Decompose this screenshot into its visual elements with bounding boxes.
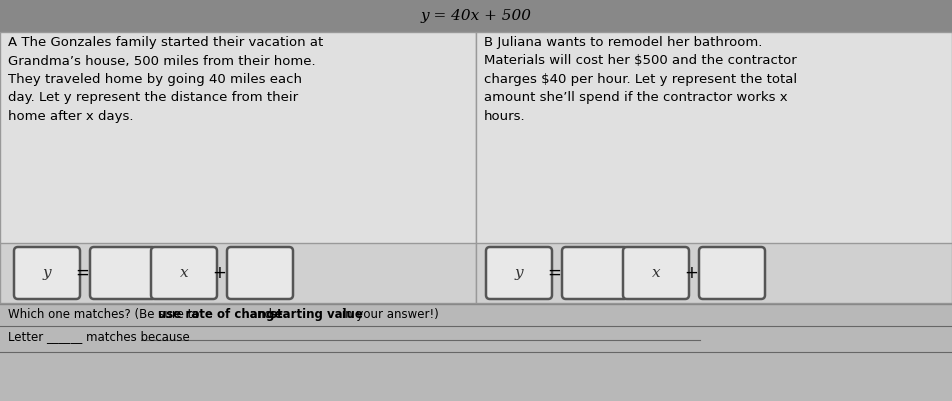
Text: y: y <box>515 266 524 280</box>
FancyBboxPatch shape <box>623 247 689 299</box>
Text: B Juliana wants to remodel her bathroom.
Materials will cost her $500 and the co: B Juliana wants to remodel her bathroom.… <box>484 36 797 123</box>
FancyBboxPatch shape <box>14 247 80 299</box>
Text: +: + <box>684 264 698 282</box>
FancyBboxPatch shape <box>699 247 765 299</box>
Text: x: x <box>652 266 661 280</box>
Text: A The Gonzales family started their vacation at
Grandma’s house, 500 miles from : A The Gonzales family started their vaca… <box>8 36 324 123</box>
FancyBboxPatch shape <box>227 247 293 299</box>
FancyBboxPatch shape <box>151 247 217 299</box>
FancyBboxPatch shape <box>562 247 628 299</box>
Text: =: = <box>547 264 561 282</box>
FancyBboxPatch shape <box>476 243 952 303</box>
Text: y: y <box>43 266 51 280</box>
Text: +: + <box>212 264 226 282</box>
FancyBboxPatch shape <box>0 243 476 303</box>
Text: Letter ______ matches because: Letter ______ matches because <box>8 330 189 343</box>
FancyBboxPatch shape <box>90 247 156 299</box>
Text: Which one matches? (Be sure to: Which one matches? (Be sure to <box>8 308 203 321</box>
FancyBboxPatch shape <box>476 32 952 303</box>
Text: =: = <box>75 264 89 282</box>
Text: y = 40x + 500: y = 40x + 500 <box>421 9 531 23</box>
Text: in your answer!): in your answer!) <box>338 308 439 321</box>
FancyBboxPatch shape <box>486 247 552 299</box>
FancyBboxPatch shape <box>0 0 952 32</box>
Text: and: and <box>246 308 275 321</box>
FancyBboxPatch shape <box>0 32 476 303</box>
Text: starting value: starting value <box>270 308 363 321</box>
Text: use rate of change: use rate of change <box>158 308 283 321</box>
Text: x: x <box>180 266 188 280</box>
